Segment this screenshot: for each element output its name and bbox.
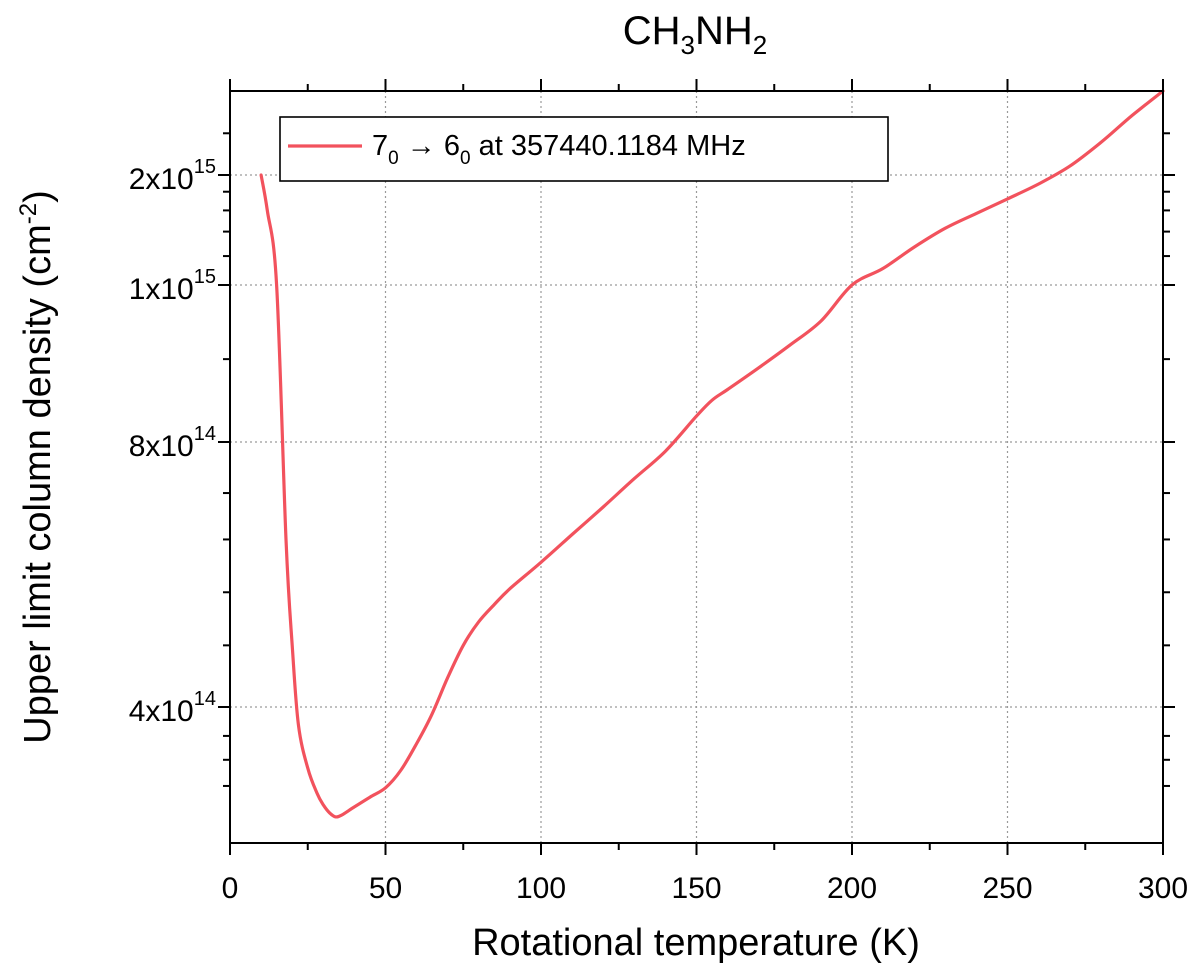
legend-label: 70 → 60 at 357440.1184 MHz (372, 130, 746, 169)
legend-box (279, 116, 889, 182)
y-axis-label: Upper limit column density (cm-2) (15, 190, 59, 743)
grid-lines (230, 91, 1163, 843)
x-tick-label: 250 (982, 872, 1032, 905)
legend: 70 → 60 at 357440.1184 MHz (279, 116, 889, 182)
series-line (259, 89, 1165, 819)
y-tick-label: 4x1014 (129, 688, 216, 728)
x-tick-label: 150 (671, 872, 721, 905)
x-tick-label: 200 (827, 872, 877, 905)
x-tick-label: 300 (1138, 872, 1188, 905)
x-tick-label: 50 (369, 872, 402, 905)
x-tick-label: 100 (516, 872, 566, 905)
y-tick-label: 8x1014 (129, 423, 216, 463)
y-tick-label: 2x1015 (129, 156, 216, 196)
y-tick-label: 1x1015 (129, 266, 216, 306)
x-tick-label: 0 (222, 872, 239, 905)
chart-title: CH3NH2 (623, 9, 768, 60)
x-axis-label: Rotational temperature (K) (472, 922, 920, 964)
axes: 0 50 100 150 200 250 300 4x1014 8x1014 1x1015 2x10… (129, 79, 1188, 905)
